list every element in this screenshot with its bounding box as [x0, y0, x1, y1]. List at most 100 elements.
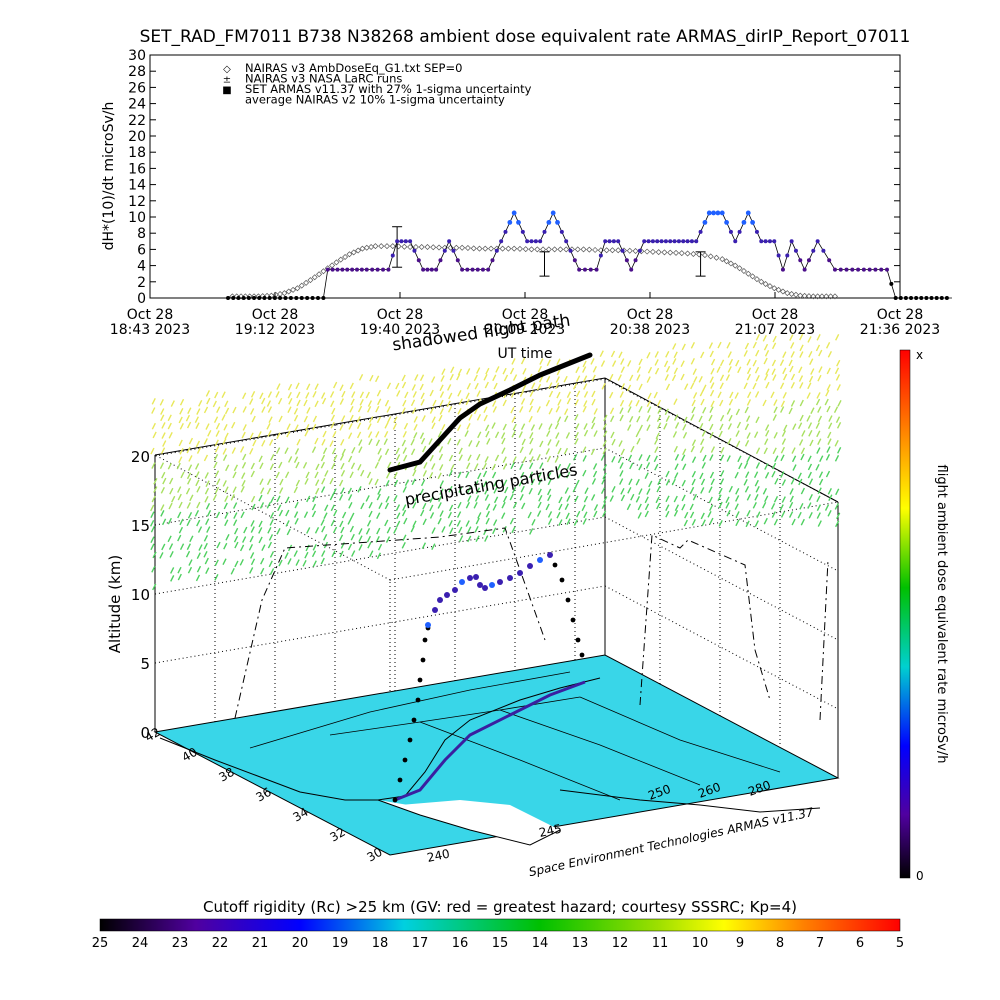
flight-point [517, 570, 523, 576]
particle-dash [701, 462, 706, 469]
particle-dash [682, 463, 687, 471]
particle-dash [303, 415, 308, 423]
particle-dash [655, 496, 660, 504]
y-tick-label: 10 [128, 210, 146, 226]
colorbar-tick-label: 7 [816, 936, 824, 951]
particle-dash [438, 414, 443, 422]
armas-point [637, 248, 642, 253]
particle-dash [737, 455, 742, 463]
particle-dash [827, 487, 832, 495]
particle-dash [450, 464, 455, 471]
y-tick-label: 2 [137, 275, 146, 291]
particle-dash [187, 477, 192, 485]
particle-dash [674, 453, 680, 461]
particle-dash [195, 440, 201, 448]
armas-point [475, 267, 480, 272]
particle-dash [422, 518, 427, 526]
particle-dash [833, 406, 839, 414]
armas-point [856, 267, 861, 272]
particle-dash [600, 360, 606, 367]
particle-dash [375, 375, 380, 383]
particle-dash [341, 448, 346, 456]
particle-dash [815, 398, 821, 406]
particle-dash [530, 478, 536, 486]
particle-dash [205, 502, 211, 510]
x-tick-label-date: Oct 28 [877, 307, 923, 323]
particle-dash [439, 480, 444, 487]
colorbar-tick-label: 18 [372, 936, 389, 951]
particle-dash [161, 518, 167, 526]
particle-dash [375, 439, 381, 447]
particle-dash [377, 488, 382, 495]
particle-dash [250, 520, 255, 527]
nairas-point [470, 245, 477, 252]
nairas-point [749, 273, 756, 280]
armas-point [550, 210, 556, 216]
particle-dash [329, 493, 334, 501]
nairas-point [719, 256, 726, 263]
particle-dash [656, 485, 661, 493]
particle-dash [563, 375, 568, 383]
particle-dash [349, 414, 354, 422]
particle-dash [601, 477, 606, 485]
particle-dash [441, 368, 446, 375]
particle-dash [266, 422, 271, 430]
particle-dash [437, 517, 442, 525]
particle-dash [671, 478, 676, 486]
nairas-point [701, 252, 708, 259]
nairas-point [350, 249, 357, 256]
particle-dash [357, 464, 362, 471]
grid-line [154, 516, 606, 595]
flight-point [473, 574, 479, 580]
particle-dash [734, 503, 739, 511]
particle-dash [609, 407, 615, 415]
particle-dash [531, 382, 536, 389]
bottom-colorbar: Cutoff rigidity (Rc) >25 km (GV: red = g… [92, 898, 904, 951]
particle-dash [700, 351, 705, 359]
bottom-colorbar-gradient [99, 918, 901, 932]
bottom-colorbar-label: Cutoff rigidity (Rc) >25 km (GV: red = g… [203, 898, 797, 916]
right-colorbar: x 0 flight ambient dose equivalent rate … [899, 348, 949, 883]
particle-dash [545, 399, 551, 407]
wall-projection-right [639, 534, 756, 706]
nairas-point [363, 244, 370, 251]
particle-dash [186, 543, 191, 550]
nairas-point [436, 244, 443, 251]
particle-dash [762, 335, 767, 342]
particle-dash [224, 407, 230, 415]
particle-dash [483, 414, 488, 422]
nairas-point [736, 265, 743, 272]
particle-dash [278, 461, 283, 469]
particle-dash [239, 544, 245, 552]
particle-dash [816, 504, 821, 512]
particle-dash [314, 400, 319, 408]
particle-dash [213, 453, 219, 461]
particle-dash [746, 415, 751, 422]
particle-dash [554, 422, 560, 430]
particle-dash [673, 398, 678, 406]
colorbar-tick-label: 6 [856, 936, 864, 951]
particle-dash [583, 429, 589, 437]
colorbar-tick-label: 9 [736, 936, 744, 951]
particle-dash [837, 400, 842, 407]
nairas-point [285, 288, 292, 295]
nairas-point [745, 270, 752, 277]
particle-dash [654, 359, 659, 366]
particle-dash [360, 469, 365, 477]
nairas-point [383, 243, 390, 250]
particle-dash [258, 527, 263, 534]
particle-dash [563, 408, 569, 415]
particle-dash [458, 454, 463, 461]
x-tick-label-time: 19:40 2023 [360, 322, 440, 338]
particle-dash [536, 406, 541, 413]
armas-point [438, 258, 443, 263]
particle-dash [376, 527, 381, 535]
particle-dash [269, 568, 275, 575]
nairas-point [580, 246, 587, 253]
particle-dash [584, 487, 589, 495]
particle-dash [789, 488, 794, 495]
particle-dash [447, 438, 452, 445]
particle-dash [807, 422, 813, 429]
